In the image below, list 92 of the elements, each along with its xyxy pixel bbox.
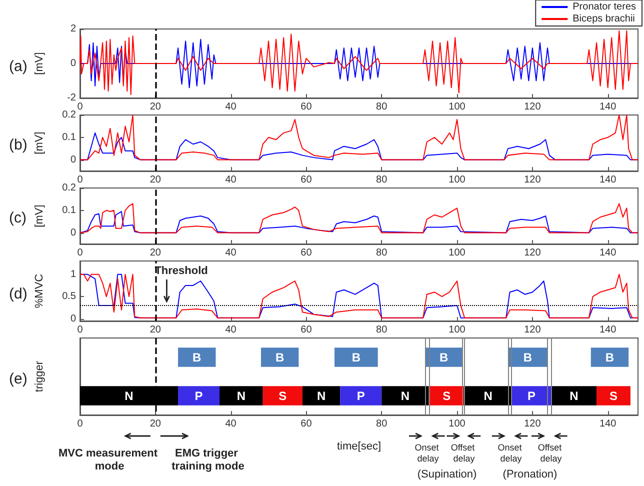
data-label: N <box>484 388 492 403</box>
text: (a) <box>9 58 28 75</box>
text: Offset delay <box>538 442 564 464</box>
data-label: B <box>605 350 614 364</box>
data-label: N <box>124 388 134 403</box>
x-tick-label: 40 <box>225 418 237 430</box>
text: (e) <box>9 370 28 388</box>
x-tick-label: 20 <box>150 102 162 112</box>
x-tick-label: 40 <box>225 174 237 186</box>
y-tick-label: -2 <box>67 92 76 104</box>
x-tick-label: 60 <box>300 248 312 258</box>
x-tick-label: 120 <box>524 248 542 258</box>
y-tick-label: 1 <box>70 268 76 280</box>
x-tick-label: 120 <box>524 174 542 186</box>
x-axis-title: time[sec] <box>336 440 382 452</box>
x-tick-label: 20 <box>150 418 162 430</box>
data-label: P <box>356 388 365 403</box>
x-tick-label: 120 <box>524 102 542 112</box>
text: Onset delay <box>498 442 524 464</box>
x-tick-label: 80 <box>376 174 388 186</box>
text: (Supination) <box>417 468 477 480</box>
x-tick-label: 60 <box>300 174 312 186</box>
data-label: N <box>316 388 326 403</box>
y-tick-label: 0.2 <box>62 110 76 120</box>
y-tick-label: 0 <box>70 154 76 166</box>
x-tick-label: 100 <box>448 102 466 112</box>
y-axis-title: [mV] <box>34 132 46 154</box>
data-label: S <box>609 388 618 403</box>
x-tick-label: 40 <box>225 248 237 258</box>
x-tick-label: 140 <box>599 324 617 336</box>
x-tick-label: 100 <box>448 174 466 186</box>
data-label: N <box>236 388 246 403</box>
text: Onset delay <box>414 442 442 464</box>
data-label: S <box>278 388 287 403</box>
data-label: B <box>523 350 532 364</box>
x-tick-label: 80 <box>376 324 388 336</box>
y-tick-label: 0.2 <box>62 182 76 194</box>
y-tick-label: 0 <box>70 313 76 324</box>
x-tick-label: 100 <box>448 418 466 430</box>
text: EMG trigger training mode <box>172 448 244 472</box>
y-tick-label: 0 <box>70 227 76 238</box>
x-tick-label: 20 <box>150 174 162 186</box>
annotation: Threshold <box>154 264 208 277</box>
legend-label: Pronator teres <box>572 2 636 12</box>
text: (c) <box>9 210 26 226</box>
x-tick-label: 0 <box>77 174 84 186</box>
data-label: S <box>442 388 451 403</box>
y-axis-title: trigger <box>34 360 46 392</box>
text: MVC measurement mode <box>58 448 158 472</box>
x-tick-label: 100 <box>448 324 466 336</box>
x-tick-label: 60 <box>300 102 312 112</box>
x-tick-label: 100 <box>448 248 466 258</box>
text: (d) <box>9 286 28 302</box>
data-label: B <box>439 350 448 364</box>
x-tick-label: 0 <box>77 102 84 112</box>
x-tick-label: 40 <box>225 102 237 112</box>
y-axis-title: %MVC <box>34 274 46 308</box>
x-tick-label: 140 <box>599 418 617 430</box>
text: (b) <box>9 136 28 154</box>
x-tick-label: 80 <box>376 418 388 430</box>
y-tick-label: 0 <box>70 58 76 69</box>
x-tick-label: 40 <box>225 324 237 336</box>
y-axis-title: [mV] <box>34 204 46 228</box>
data-label: P <box>194 388 203 403</box>
y-tick-label: 0.1 <box>62 132 76 143</box>
x-tick-label: 140 <box>599 248 617 258</box>
y-tick-label: 0.1 <box>62 204 76 216</box>
data-label: B <box>352 350 361 364</box>
x-tick-label: 120 <box>524 324 542 336</box>
text: (Pronation) <box>502 468 558 480</box>
y-tick-label: 2 <box>70 24 76 34</box>
y-tick-label: 0.5 <box>62 291 76 302</box>
x-tick-label: 20 <box>150 324 162 336</box>
x-tick-label: 140 <box>599 102 617 112</box>
x-tick-label: 0 <box>77 418 84 430</box>
x-tick-label: 60 <box>300 418 312 430</box>
x-tick-label: 20 <box>150 248 162 258</box>
x-tick-label: 0 <box>77 324 84 336</box>
data-label: B <box>275 350 284 364</box>
x-tick-label: 140 <box>599 174 617 186</box>
x-tick-label: 80 <box>376 102 388 112</box>
data-label: N <box>400 388 410 403</box>
text: Offset delay <box>450 442 478 464</box>
data-label: N <box>570 388 578 403</box>
data-label: P <box>527 388 536 403</box>
legend-label: Biceps brachii <box>572 14 635 24</box>
y-axis-title: [mV] <box>34 52 46 75</box>
x-tick-label: 120 <box>524 418 542 430</box>
x-tick-label: 80 <box>376 248 388 258</box>
x-tick-label: 0 <box>77 248 84 258</box>
data-label: B <box>192 350 202 364</box>
x-tick-label: 60 <box>300 324 312 336</box>
